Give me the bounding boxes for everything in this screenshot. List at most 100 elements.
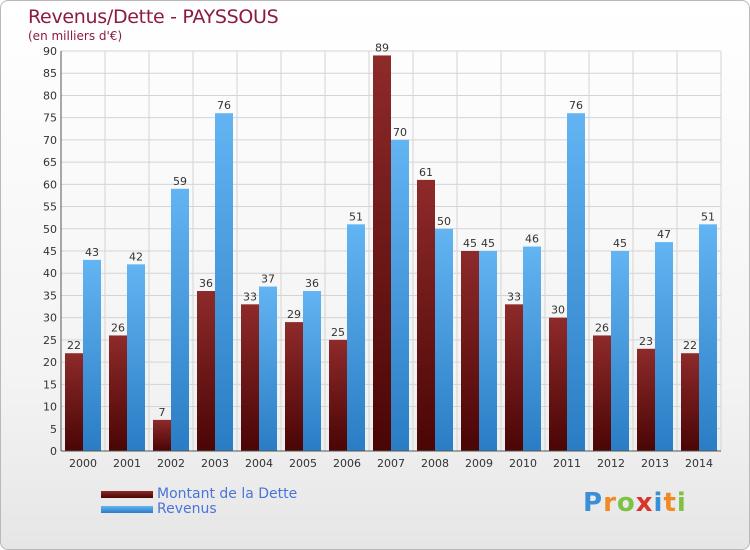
bar-dette [593, 335, 611, 451]
data-label-revenus: 70 [393, 126, 407, 139]
legend-swatch-dette [101, 491, 153, 498]
x-tick-label: 2010 [509, 457, 537, 470]
x-tick-label: 2008 [421, 457, 449, 470]
bar-revenus [655, 242, 673, 451]
logo-letter: o [616, 488, 636, 518]
data-label-revenus: 45 [613, 237, 627, 250]
data-label-revenus: 37 [261, 273, 275, 286]
x-tick-label: 2006 [333, 457, 361, 470]
data-label-dette: 36 [199, 277, 213, 290]
x-tick-label: 2000 [69, 457, 97, 470]
chart-subtitle: (en milliers d'€) [28, 29, 123, 43]
y-tick-label: 65 [43, 156, 57, 169]
x-tick-label: 2013 [641, 457, 669, 470]
bar-dette [285, 322, 303, 451]
y-tick-label: 45 [43, 245, 57, 258]
y-tick-label: 85 [43, 67, 57, 80]
bar-revenus [479, 251, 497, 451]
data-label-dette: 30 [551, 304, 565, 317]
data-label-revenus: 36 [305, 277, 319, 290]
logo-letter: i [653, 488, 664, 518]
bar-dette [329, 339, 347, 451]
x-tick-label: 2014 [685, 457, 713, 470]
y-tick-label: 25 [43, 334, 57, 347]
logo-letter: x [635, 488, 654, 518]
bar-revenus [391, 139, 409, 451]
bar-dette [153, 419, 171, 451]
data-label-revenus: 42 [129, 250, 143, 263]
bar-dette [549, 317, 567, 451]
bar-revenus [435, 228, 453, 451]
bar-revenus [127, 264, 145, 451]
x-tick-label: 2003 [201, 457, 229, 470]
data-label-dette: 89 [375, 41, 389, 54]
bar-revenus [303, 291, 321, 451]
x-tick-label: 2009 [465, 457, 493, 470]
x-tick-label: 2012 [597, 457, 625, 470]
axes: 0 5 10 15 20 25 30 35 40 45 50 55 60 65 70 75 80 85 90 2000… [43, 45, 721, 470]
data-label-dette: 61 [419, 166, 433, 179]
legend-swatch-revenus [101, 506, 153, 513]
bar-revenus [83, 259, 101, 451]
data-label-dette: 33 [243, 290, 257, 303]
data-label-dette: 26 [111, 321, 125, 334]
bar-dette [461, 251, 479, 451]
data-label-dette: 25 [331, 326, 345, 339]
proxiti-logo: Proxiti [583, 488, 687, 518]
x-tick-label: 2011 [553, 457, 581, 470]
chart-title: Revenus/Dette - PAYSSOUS [28, 6, 279, 28]
bar-dette [505, 304, 523, 451]
y-tick-label: 20 [43, 356, 57, 369]
legend-label-dette: Montant de la Dette [157, 486, 298, 502]
y-tick-label: 60 [43, 178, 57, 191]
y-tick-label: 40 [43, 267, 57, 280]
y-tick-label: 10 [43, 401, 57, 414]
data-label-revenus: 76 [569, 99, 583, 112]
data-label-dette: 33 [507, 290, 521, 303]
data-label-dette: 7 [159, 406, 166, 419]
bar-dette [637, 348, 655, 451]
bar-dette [241, 304, 259, 451]
data-label-dette: 22 [683, 339, 697, 352]
bar-dette [417, 179, 435, 451]
bar-revenus [347, 224, 365, 451]
data-label-revenus: 50 [437, 215, 451, 228]
data-label-dette: 22 [67, 339, 81, 352]
bar-revenus [567, 113, 585, 451]
data-labels: 22 43 26 42 7 59 36 76 33 37 29 36 25 51 89 70 61 50 45 45 3… [67, 41, 715, 418]
y-tick-label: 75 [43, 112, 57, 125]
legend-label-revenus: Revenus [157, 501, 217, 517]
x-tick-label: 2004 [245, 457, 273, 470]
y-tick-label: 30 [43, 312, 57, 325]
x-tick-label: 2002 [157, 457, 185, 470]
bar-revenus [611, 251, 629, 451]
data-label-revenus: 46 [525, 233, 539, 246]
bar-revenus [171, 188, 189, 451]
bars [65, 55, 717, 451]
data-label-revenus: 43 [85, 246, 99, 259]
x-tick-label: 2007 [377, 457, 405, 470]
data-label-revenus: 51 [701, 210, 715, 223]
x-tick-label: 2005 [289, 457, 317, 470]
data-label-dette: 29 [287, 308, 301, 321]
bar-dette [109, 335, 127, 451]
bar-revenus [259, 286, 277, 451]
y-tick-label: 80 [43, 89, 57, 102]
bar-dette [373, 55, 391, 451]
y-tick-label: 5 [50, 423, 57, 436]
bar-dette [681, 353, 699, 451]
bar-dette [197, 291, 215, 451]
bar-revenus [699, 224, 717, 451]
logo-letter: r [603, 488, 617, 518]
data-label-dette: 23 [639, 335, 653, 348]
data-label-dette: 26 [595, 321, 609, 334]
logo-letter: i [676, 488, 687, 518]
y-tick-label: 35 [43, 289, 57, 302]
data-label-revenus: 76 [217, 99, 231, 112]
logo-letter: P [583, 488, 604, 518]
y-tick-label: 15 [43, 378, 57, 391]
bar-dette [65, 353, 83, 451]
y-tick-label: 70 [43, 134, 57, 147]
